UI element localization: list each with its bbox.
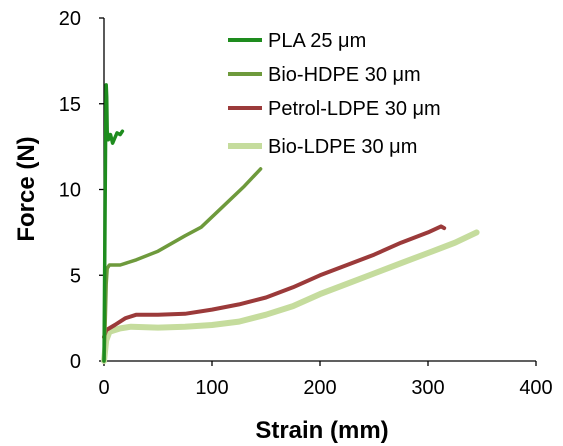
y-tick-label: 15 [59,94,81,116]
y-axis-ticks: 0 5 10 15 20 [59,8,104,373]
legend-label-1: PLA 25 μm [268,30,366,52]
x-tick-label: 100 [195,377,228,399]
series-line-1 [102,83,125,363]
legend-label-2: Bio-HDPE 30 μm [268,64,421,86]
series-line-3 [102,224,447,339]
legend-label-4: Bio-LDPE 30 μm [268,136,417,158]
x-axis-ticks: 0 100 200 300 400 [98,361,553,399]
x-tick-label: 400 [519,377,552,399]
legend-label-3: Petrol-LDPE 30 μm [268,98,441,120]
x-tick-label: 300 [411,377,444,399]
series-layer [101,83,480,364]
x-tick-label: 0 [98,377,109,399]
y-axis-title: Force (N) [13,136,40,241]
x-tick-label: 200 [303,377,336,399]
y-tick-label: 0 [70,351,81,373]
y-tick-label: 10 [59,180,81,202]
y-tick-label: 20 [59,8,81,30]
series-line-2 [102,167,263,363]
y-tick-label: 5 [70,265,81,287]
series-line-4 [101,229,480,364]
x-axis-title: Strain (mm) [255,417,388,444]
legend: PLA 25 μm Bio-HDPE 30 μm Petrol-LDPE 30 μm… [228,30,441,158]
